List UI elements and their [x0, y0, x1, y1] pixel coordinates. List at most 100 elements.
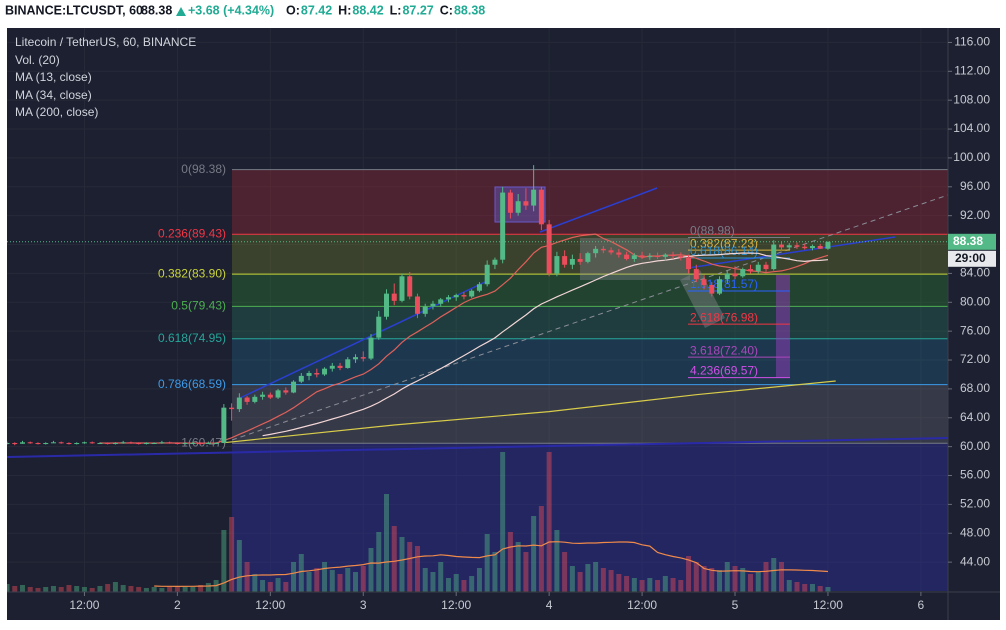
fib-ext-label: 2.618(76.98) — [690, 310, 758, 324]
countdown-box — [948, 250, 996, 267]
y-tick-label: 92.00 — [960, 208, 990, 222]
candle-body — [58, 442, 64, 444]
volume-bar — [453, 574, 459, 592]
y-tick-label: 52.00 — [960, 497, 990, 511]
volume-bar — [670, 578, 676, 592]
volume-bar — [291, 562, 297, 592]
arrow-shape — [680, 270, 725, 328]
last-price: 88.38 — [141, 3, 172, 17]
candle-body — [236, 397, 242, 410]
x-tick-label: 3 — [360, 598, 367, 612]
candle-body — [531, 189, 537, 206]
last-price-box — [948, 233, 996, 250]
candle-body — [662, 254, 668, 257]
volume-bar — [322, 562, 328, 592]
candle-body — [569, 258, 575, 265]
candle-body — [709, 284, 715, 294]
candle-body — [414, 296, 420, 314]
volume-bar — [825, 587, 831, 592]
candle-body — [12, 443, 18, 445]
y-tick-label: 84.00 — [960, 266, 990, 280]
volume-bar — [554, 530, 560, 592]
candle-body — [724, 273, 730, 280]
volume-bar — [376, 532, 382, 592]
candle-body — [50, 442, 56, 444]
volume-bar — [35, 588, 41, 592]
x-tick-label: 4 — [546, 598, 553, 612]
volume-bar — [298, 554, 304, 592]
y-tick-label: 72.00 — [960, 352, 990, 366]
candle-body — [89, 442, 95, 444]
volume-bar — [523, 552, 529, 592]
countdown-label: 29:00 — [955, 251, 986, 265]
volume-bar — [802, 584, 808, 592]
volume-bar — [724, 562, 730, 592]
volume-bar — [190, 587, 196, 592]
volume-bar — [391, 526, 397, 592]
legend-entry: MA (13, close) — [15, 70, 92, 84]
moving-average — [99, 233, 829, 444]
candle-body — [693, 269, 699, 280]
fib-label: 0.618(74.95) — [158, 331, 226, 345]
candle-body — [809, 245, 815, 249]
candle-body — [27, 442, 33, 444]
candle-body — [469, 290, 475, 297]
volume-bar — [562, 552, 568, 592]
price-change: +3.68 (+4.34%) — [188, 3, 274, 17]
candle-body — [345, 359, 351, 368]
candle-body — [291, 381, 297, 393]
volume-bar — [484, 534, 490, 592]
x-tick-label: 12:00 — [813, 598, 843, 612]
volume-bar — [445, 578, 451, 592]
chart-panel — [7, 28, 1000, 620]
volume-bar — [709, 568, 715, 592]
candle-body — [306, 373, 312, 376]
volume-bar — [66, 585, 72, 592]
plot-area: 0(98.38) 0.236(89.43) 0.382(83.90) 0.5(79.4… — [7, 162, 948, 592]
y-tick-label: 112.00 — [954, 63, 990, 77]
symbol-bar: BINANCE:LTCUSDT, 60 88.38 +3.68 (+4.34%)… — [5, 3, 485, 17]
last-price-label: 88.38 — [953, 234, 983, 248]
candle-body — [825, 241, 831, 249]
volume-bar — [360, 566, 366, 592]
candle-body — [66, 443, 72, 445]
volume-bar — [732, 566, 738, 592]
candle-body — [755, 264, 761, 272]
volume-bar — [97, 586, 103, 592]
volume-bar — [50, 586, 56, 592]
candle-body — [368, 337, 374, 359]
candle-body — [19, 442, 25, 444]
volume-bar — [608, 570, 614, 592]
candle-body — [445, 297, 451, 300]
volume-bar — [244, 562, 250, 592]
candle-body — [399, 276, 405, 301]
candle-body — [500, 192, 506, 260]
legend: Litecoin / TetherUS, 60, BINANCE Vol. (2… — [15, 35, 196, 119]
candle-body — [686, 257, 692, 270]
fib-ext-label: 0.618(86.14) — [690, 244, 758, 258]
volume-bar — [167, 586, 173, 592]
volume-bar — [717, 570, 723, 592]
volume-bar — [205, 583, 211, 592]
candle-body — [624, 254, 630, 259]
volume-bar — [27, 587, 33, 592]
candle-body — [717, 279, 723, 294]
fib-label: 0.5(79.43) — [171, 299, 226, 313]
volume-bar — [353, 572, 359, 592]
volume-bar — [585, 564, 591, 592]
trend-line — [239, 281, 486, 399]
candle-body — [43, 443, 49, 445]
volume-bar — [7, 584, 10, 592]
volume-bar — [678, 580, 684, 592]
fib-band — [232, 306, 948, 339]
y-tick-label: 80.00 — [960, 294, 990, 308]
volume-bar — [740, 568, 746, 592]
candle-body — [546, 224, 552, 274]
volume-bar — [221, 530, 227, 592]
volume-bar — [414, 546, 420, 592]
up-arrow — [176, 7, 186, 16]
candle-body — [229, 407, 235, 410]
candle-body — [360, 357, 366, 359]
candle-body — [507, 192, 513, 213]
